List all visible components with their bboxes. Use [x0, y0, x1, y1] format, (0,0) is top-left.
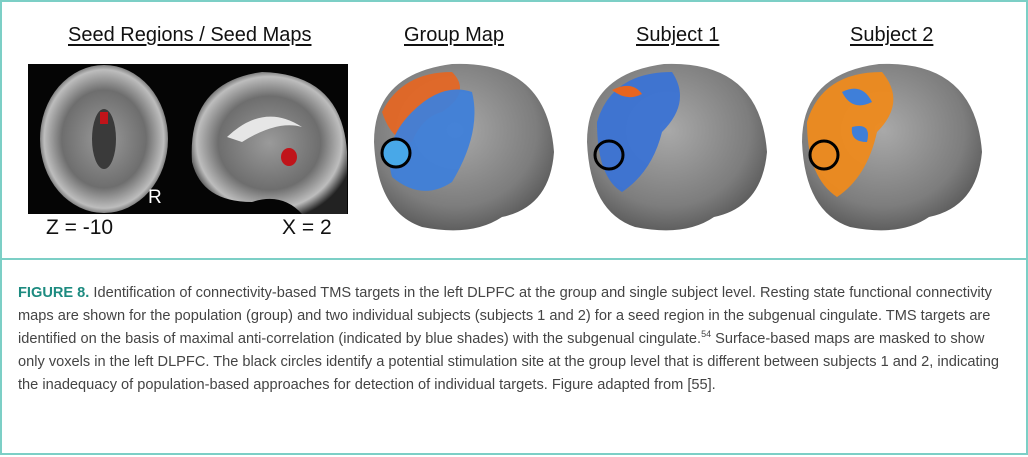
mri-sagittal — [191, 72, 347, 214]
figure-panels: Seed Regions / Seed Maps Group Map Subje… — [2, 2, 1026, 260]
caption-label: FIGURE 8. — [18, 285, 90, 301]
axial-label: Z = -10 — [46, 216, 114, 239]
orientation-label: R — [148, 187, 162, 208]
brain-subject-2 — [802, 63, 982, 231]
seed-region — [281, 148, 297, 166]
seed-region — [100, 112, 108, 124]
caption-reference: 54 — [701, 329, 712, 339]
sagittal-label: X = 2 — [282, 216, 332, 239]
figure-art — [28, 63, 982, 231]
corpus-callosum — [227, 116, 302, 142]
mri-ventricle — [92, 109, 116, 169]
panel-title: Subject 1 — [636, 24, 720, 46]
brain-subject-1 — [587, 63, 767, 231]
panel-title: Group Map — [404, 24, 505, 46]
caption-text: Surface-based maps are masked to show on… — [18, 331, 1000, 393]
caption-text: Identification of connectivity-based TMS… — [18, 285, 992, 347]
panel-title: Seed Regions / Seed Maps — [68, 24, 312, 46]
caption: FIGURE 8. Identification of connectivity… — [18, 282, 1012, 397]
panel-title: Subject 2 — [850, 24, 934, 46]
brain-group — [374, 63, 554, 231]
